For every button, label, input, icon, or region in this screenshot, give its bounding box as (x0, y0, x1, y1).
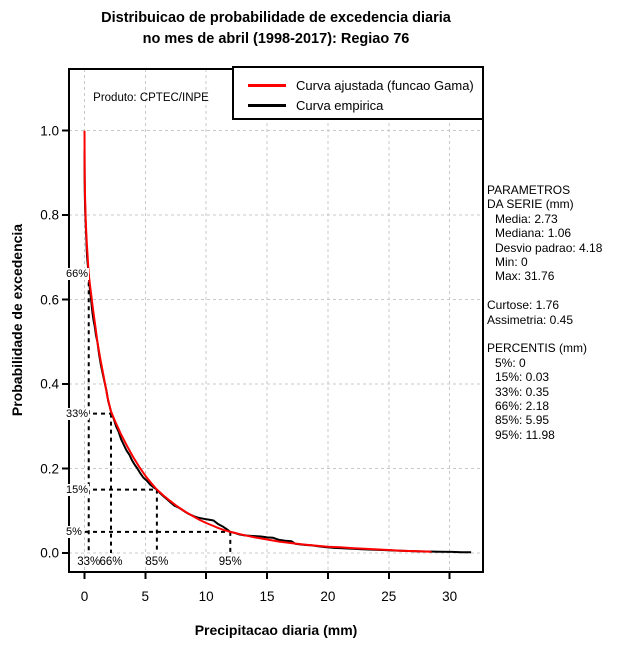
stats-value: Media: 2.73 (495, 211, 558, 226)
x-tick-label: 25 (381, 589, 397, 604)
plot-box (68, 68, 484, 573)
percentile-value: 66%: 2.18 (495, 399, 550, 414)
percentile-x-label: 66% (99, 556, 123, 568)
y-tick-label: 0.8 (40, 207, 59, 223)
percentile-value: 95%: 11.98 (495, 427, 555, 442)
percentile-prob-label: 33% (65, 407, 90, 420)
chart-title-line1: Distribuicao de probabilidade de exceden… (101, 10, 451, 26)
chart-title-line2: no mes de abril (1998-2017): Regiao 76 (142, 31, 410, 47)
y-tick-label: 0.6 (40, 292, 59, 308)
stats-value: Min: 0 (495, 255, 528, 270)
percentile-prob-label: 66% (65, 268, 90, 281)
y-tick-label: 1.0 (40, 123, 59, 139)
stats-value: Desvio padrao: 4.18 (495, 240, 603, 255)
percentile-prob-label: 15% (65, 483, 90, 496)
legend-item-empirical: Curva empirica (234, 95, 482, 115)
stats-gap (487, 327, 602, 341)
x-axis-title: Precipitacao diaria (mm) (194, 622, 358, 638)
chart-title: Distribuicao de probabilidade de exceden… (69, 8, 483, 50)
stats-value: Max: 31.76 (495, 269, 555, 284)
y-tick-label: 0.4 (40, 376, 59, 392)
product-watermark: Produto: CPTEC/INPE (93, 92, 209, 104)
stats-value: Curtose: 1.76 (487, 298, 560, 313)
x-tick-label: 20 (320, 589, 336, 604)
percentile-value: 33%: 0.35 (495, 384, 550, 399)
empirical-curve (83, 149, 472, 554)
legend: Curva ajustada (funcao Gama) Curva empir… (232, 66, 484, 120)
x-tick-label: 0 (80, 589, 89, 604)
percentile-value: 15%: 0.03 (495, 370, 550, 385)
percentis-header: PERCENTIS (mm) (487, 341, 587, 356)
red-line-sample (248, 83, 286, 87)
percentile-x-label: 95% (218, 556, 242, 568)
legend-label-empirical: Curva empirica (296, 97, 384, 113)
stats-value: Mediana: 1.06 (495, 226, 572, 241)
legend-label-fitted: Curva ajustada (funcao Gama) (296, 77, 474, 93)
fitted-curve (83, 130, 432, 553)
stats-value: Assimetria: 0.45 (487, 312, 574, 327)
y-tick-label: 0.2 (40, 461, 59, 477)
percentile-x-label: 33% (77, 556, 101, 568)
percentile-value: 5%: 0 (495, 355, 526, 370)
stats-header: PARAMETROS (487, 183, 571, 197)
percentile-value: 85%: 5.95 (495, 413, 550, 428)
percentile-x-label: 85% (145, 556, 169, 568)
percentile-prob-label: 5% (65, 525, 83, 538)
y-tick-label: 0.0 (40, 545, 59, 561)
stats-header: DA SERIE (mm) (487, 197, 574, 212)
y-axis-title: Probabilidade de excedencia (9, 223, 25, 417)
x-tick-label: 30 (442, 589, 458, 604)
x-tick-label: 10 (198, 589, 214, 604)
stats-gap (487, 284, 602, 298)
x-tick-label: 15 (259, 589, 275, 604)
x-tick-label: 5 (141, 589, 150, 604)
black-line-sample (248, 103, 286, 107)
legend-item-fitted: Curva ajustada (funcao Gama) (234, 75, 482, 95)
stats-panel: PARAMETROS DA SERIE (mm) Media: 2.73 Median… (487, 183, 602, 442)
